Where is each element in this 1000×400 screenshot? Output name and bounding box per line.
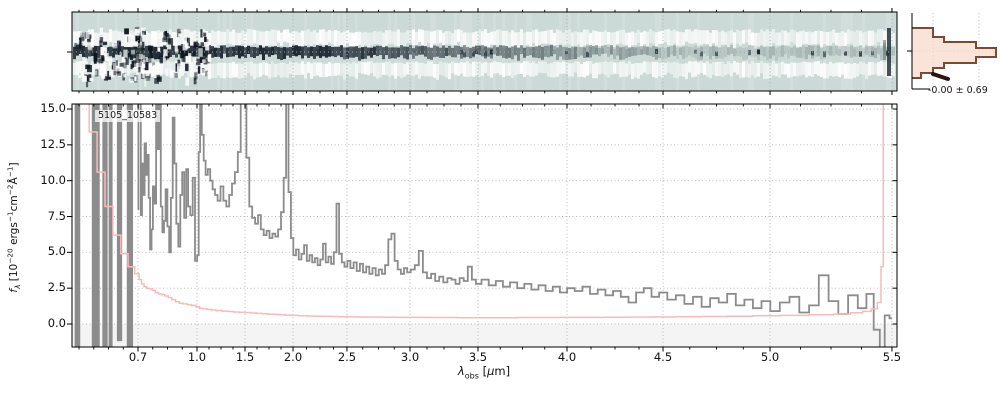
error-spectrum-line bbox=[88, 104, 884, 319]
x-tick-label: 5.5 bbox=[882, 350, 902, 364]
spectrum-1d-panel bbox=[67, 103, 898, 352]
label-run: [10 bbox=[8, 263, 20, 285]
source-id-label: 5105_10583 bbox=[95, 110, 161, 122]
label-run: Å bbox=[8, 177, 20, 185]
label-run: −2 bbox=[5, 184, 15, 196]
label-run: [ bbox=[478, 364, 488, 378]
x-tick-label: 4.5 bbox=[653, 350, 673, 364]
y-tick-label: 12.5 bbox=[40, 136, 66, 151]
label-run: ergs bbox=[8, 222, 20, 249]
x-tick-label: 2.0 bbox=[283, 350, 303, 364]
label-run: −1 bbox=[5, 166, 15, 178]
x-tick-label: 1.0 bbox=[187, 350, 207, 364]
y-tick-label: 5.0 bbox=[47, 244, 66, 259]
y-tick-label: 15.0 bbox=[40, 101, 66, 116]
label-run: −20 bbox=[5, 248, 15, 264]
y-axis-label: fλ [10−20 ergs−1cm−2Å−1] bbox=[5, 133, 23, 323]
flux-spectrum-line bbox=[137, 104, 892, 347]
label-run: f bbox=[8, 288, 20, 293]
label-run: −1 bbox=[5, 211, 15, 223]
y-tick-label: 7.5 bbox=[47, 208, 66, 223]
histogram-stats-label: -0.00 ± 0.69 bbox=[928, 85, 988, 96]
spectrum-2d-panel bbox=[67, 8, 898, 95]
label-run: μ bbox=[487, 364, 495, 378]
y-tick-label: 10.0 bbox=[40, 172, 66, 187]
label-run: λ bbox=[457, 364, 465, 378]
x-tick-label: 4.0 bbox=[557, 350, 577, 364]
y-tick-label: 0.0 bbox=[47, 315, 66, 330]
label-run: m] bbox=[494, 364, 511, 378]
x-tick-label: 3.5 bbox=[468, 350, 488, 364]
x-tick-label: 5.0 bbox=[760, 350, 780, 364]
x-tick-label: 2.5 bbox=[337, 350, 357, 364]
y-tick-label: 2.5 bbox=[47, 280, 66, 295]
label-run: ] bbox=[8, 162, 20, 167]
x-tick-label: 1.5 bbox=[235, 350, 255, 364]
label-run: λ bbox=[13, 284, 23, 289]
x-tick-label: 0.7 bbox=[128, 350, 148, 364]
x-axis-label: λobs [μm] bbox=[424, 364, 544, 381]
label-run: cm bbox=[8, 195, 20, 212]
x-tick-label: 3.0 bbox=[400, 350, 420, 364]
pixel-histogram-panel bbox=[907, 13, 998, 90]
label-run: obs bbox=[464, 371, 479, 381]
